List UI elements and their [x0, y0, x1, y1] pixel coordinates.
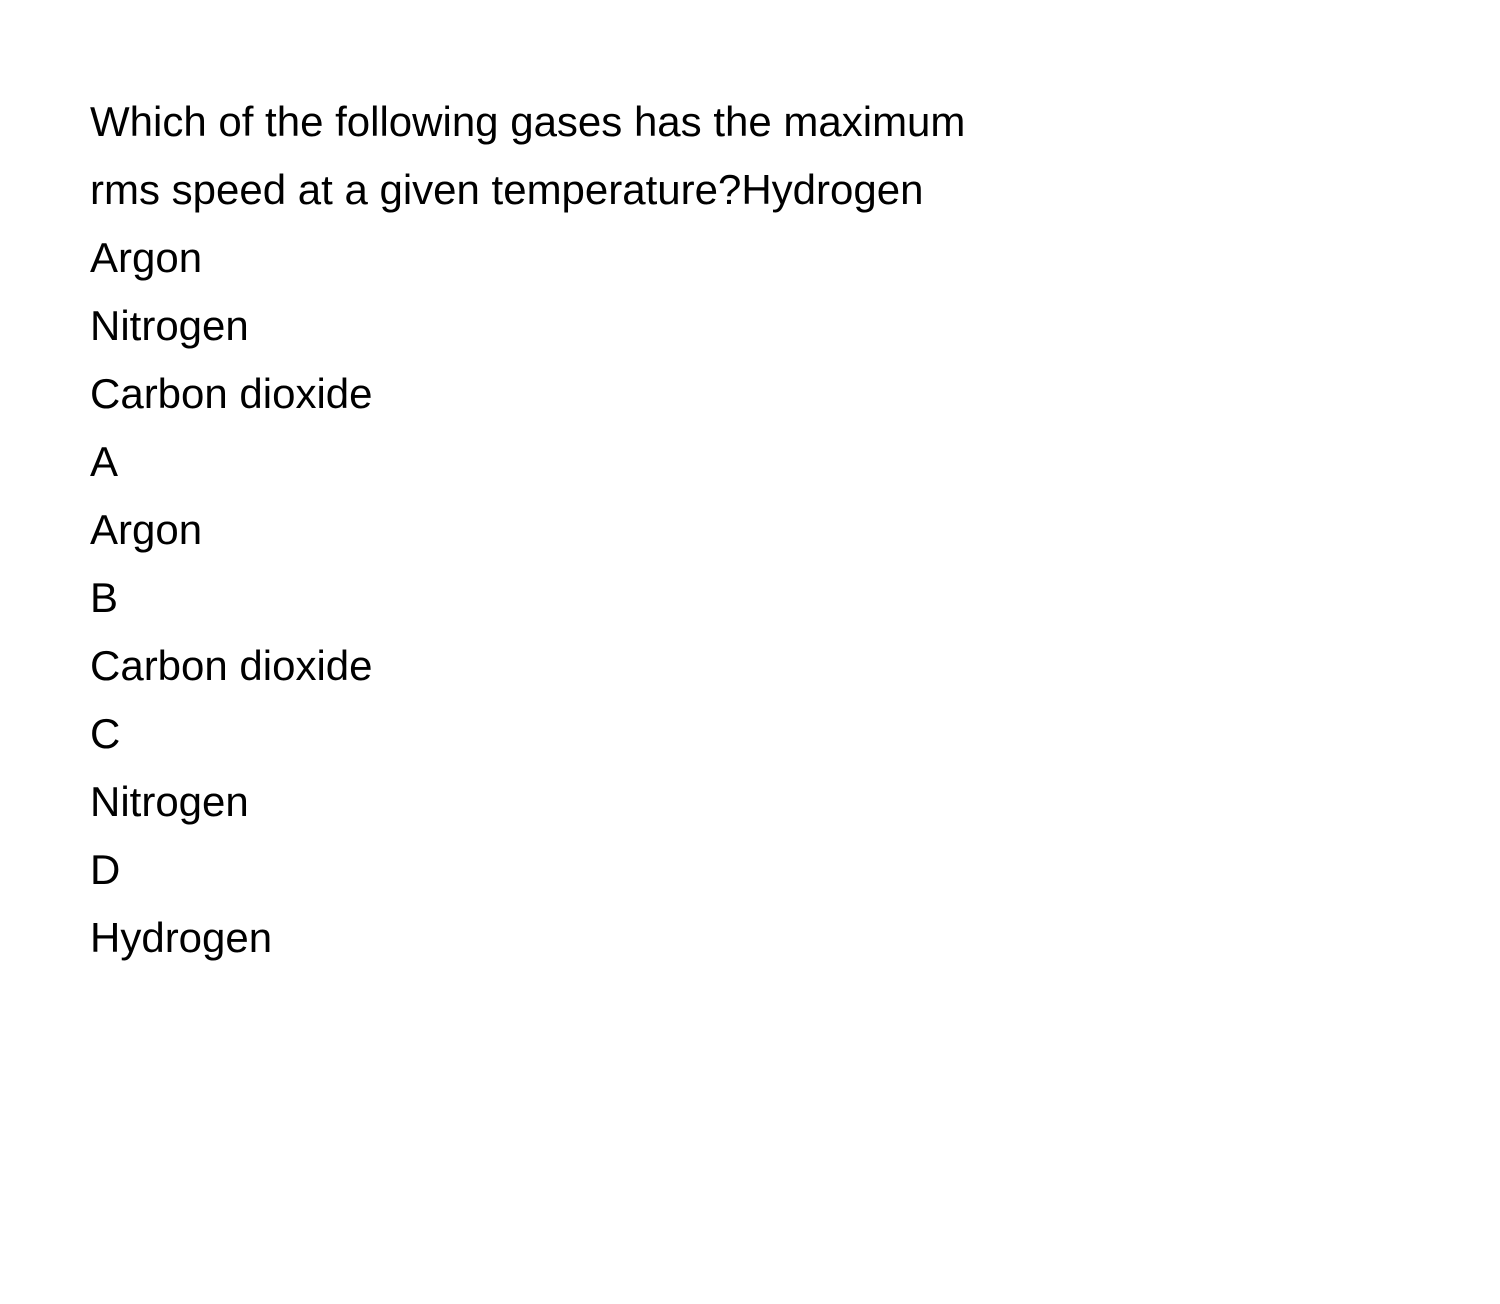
option-letter-d: D	[90, 836, 1410, 904]
question-line-4: Nitrogen	[90, 292, 1410, 360]
question-line-5: Carbon dioxide	[90, 360, 1410, 428]
question-line-3: Argon	[90, 224, 1410, 292]
option-letter-a: A	[90, 428, 1410, 496]
option-text-c: Nitrogen	[90, 768, 1410, 836]
option-text-b: Carbon dioxide	[90, 632, 1410, 700]
option-text-d: Hydrogen	[90, 904, 1410, 972]
option-letter-c: C	[90, 700, 1410, 768]
question-line-1: Which of the following gases has the max…	[90, 88, 1410, 156]
question-content: Which of the following gases has the max…	[90, 88, 1410, 972]
option-text-a: Argon	[90, 496, 1410, 564]
question-line-2: rms speed at a given temperature?Hydroge…	[90, 156, 1410, 224]
option-letter-b: B	[90, 564, 1410, 632]
